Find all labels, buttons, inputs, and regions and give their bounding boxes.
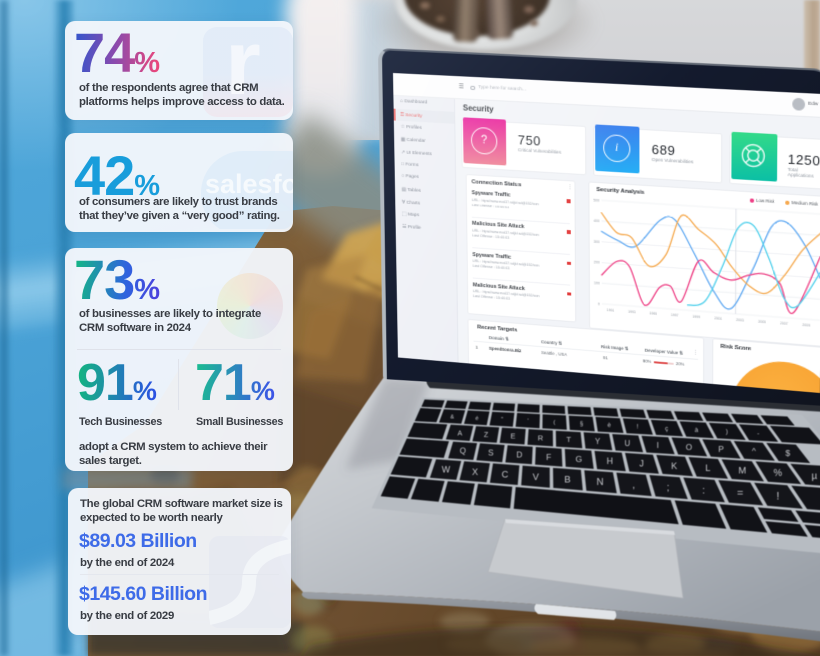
svg-text:2003: 2003 bbox=[736, 318, 744, 323]
svg-text:400: 400 bbox=[594, 219, 600, 224]
svg-text::: : bbox=[702, 485, 705, 497]
svg-text:2007: 2007 bbox=[780, 321, 788, 326]
svg-text:U: U bbox=[624, 439, 630, 448]
svg-text:100: 100 bbox=[594, 281, 600, 286]
svg-text:Y: Y bbox=[595, 437, 601, 446]
svg-text:C: C bbox=[502, 469, 509, 479]
svg-text:2001: 2001 bbox=[714, 316, 722, 321]
svg-text:D: D bbox=[516, 450, 522, 460]
svg-text:O: O bbox=[686, 443, 692, 452]
svg-text:F: F bbox=[546, 452, 551, 462]
svg-text:0: 0 bbox=[598, 302, 600, 306]
svg-text:1993: 1993 bbox=[628, 310, 636, 315]
svg-text:W: W bbox=[442, 465, 451, 475]
svg-text:E: E bbox=[511, 432, 516, 441]
svg-text:1999: 1999 bbox=[692, 315, 700, 320]
svg-text:M: M bbox=[738, 466, 746, 477]
svg-text:=: = bbox=[737, 488, 743, 500]
svg-text:&: & bbox=[450, 414, 454, 420]
svg-text:%: % bbox=[773, 468, 782, 479]
svg-text:1997: 1997 bbox=[671, 313, 679, 318]
svg-text:K: K bbox=[671, 461, 677, 471]
svg-text:Z: Z bbox=[484, 430, 489, 439]
svg-text:Q: Q bbox=[460, 447, 466, 456]
svg-text:": " bbox=[501, 417, 503, 423]
svg-text:(: ( bbox=[553, 420, 555, 426]
svg-text:J: J bbox=[639, 458, 643, 468]
svg-text:P: P bbox=[718, 444, 724, 454]
svg-text:B: B bbox=[564, 475, 570, 486]
svg-text:H: H bbox=[607, 456, 613, 466]
svg-text:$: $ bbox=[785, 448, 790, 458]
svg-text:V: V bbox=[533, 471, 540, 482]
svg-text:': ' bbox=[527, 419, 528, 425]
svg-text:R: R bbox=[538, 433, 544, 442]
svg-text:ç: ç bbox=[665, 425, 669, 432]
svg-text:!: ! bbox=[637, 424, 639, 431]
svg-text:é: é bbox=[475, 416, 478, 422]
svg-text:): ) bbox=[726, 429, 728, 436]
svg-text:200: 200 bbox=[594, 260, 600, 265]
svg-text:N: N bbox=[597, 477, 604, 488]
svg-text:300: 300 bbox=[594, 239, 600, 244]
svg-text:S: S bbox=[488, 449, 494, 458]
svg-text:500: 500 bbox=[593, 198, 599, 203]
svg-text:;: ; bbox=[667, 483, 670, 494]
svg-text:1991: 1991 bbox=[607, 308, 615, 313]
svg-text:µ: µ bbox=[812, 471, 818, 482]
svg-text:2005: 2005 bbox=[758, 320, 766, 325]
svg-text:2009: 2009 bbox=[802, 323, 810, 328]
svg-text:G: G bbox=[576, 454, 583, 464]
svg-text:à: à bbox=[695, 427, 699, 434]
svg-text:A: A bbox=[458, 429, 463, 437]
svg-text:X: X bbox=[472, 467, 478, 477]
svg-text:è: è bbox=[608, 422, 612, 429]
svg-text:1995: 1995 bbox=[649, 311, 657, 316]
svg-text:T: T bbox=[566, 435, 571, 444]
svg-text:-: - bbox=[757, 430, 759, 437]
svg-text:!: ! bbox=[776, 491, 779, 503]
svg-text:L: L bbox=[705, 463, 710, 473]
svg-text:^: ^ bbox=[752, 446, 756, 456]
svg-text:,: , bbox=[632, 480, 635, 491]
svg-text:I: I bbox=[657, 441, 659, 450]
svg-text:§: § bbox=[580, 422, 583, 428]
